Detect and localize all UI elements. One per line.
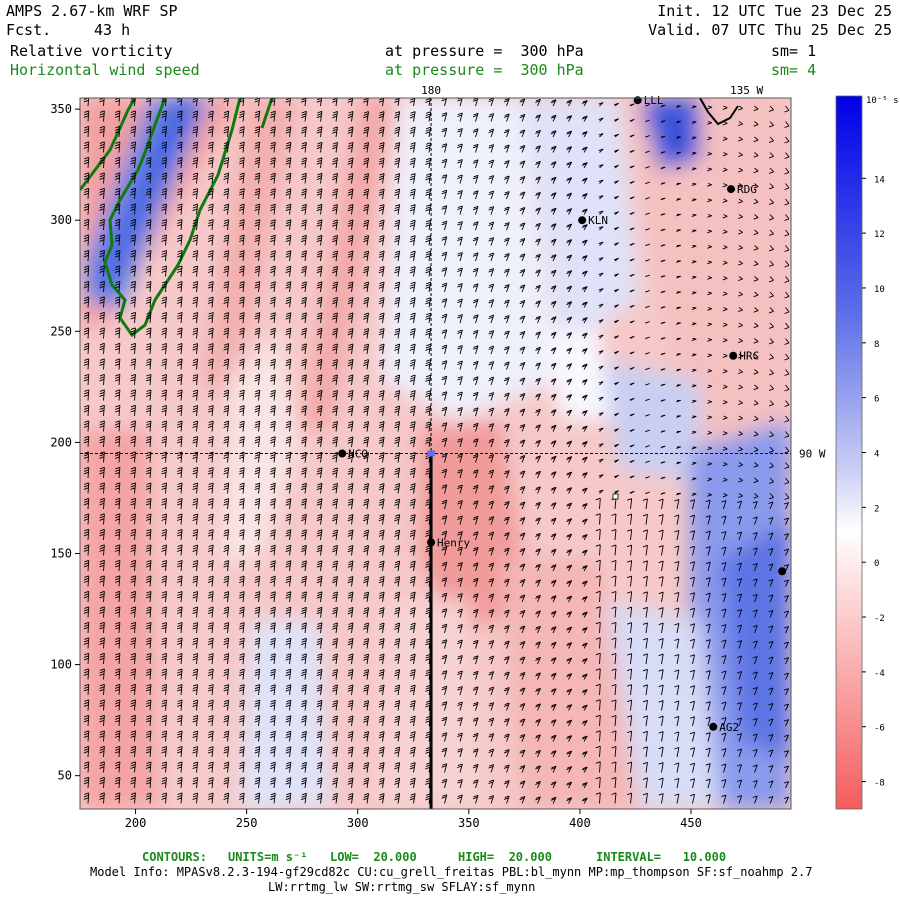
contours-low: LOW= 20.000 — [330, 850, 417, 864]
x-tick-label: 200 — [125, 816, 147, 830]
station-dot — [338, 449, 347, 458]
colorbar-tick-label: -2 — [874, 614, 885, 624]
plot-frame — [79, 97, 792, 810]
parallel-label: 90 W — [799, 448, 826, 461]
x-tick-label: 350 — [458, 816, 480, 830]
y-tick-label: 350 — [50, 102, 72, 116]
colorbar-tick-label: -8 — [874, 779, 885, 789]
field1-smoothing: sm= 1 — [771, 42, 817, 60]
small-marker — [612, 493, 619, 500]
station-label: AG2 — [719, 721, 739, 734]
y-tick-label: 200 — [50, 435, 72, 449]
y-tick-label: 300 — [50, 213, 72, 227]
colorbar-tick-label: 2 — [874, 504, 879, 514]
vorticity-shading — [80, 98, 791, 809]
meridian-label: 180 — [421, 84, 441, 97]
forecast-label: Fcst. — [6, 21, 52, 39]
station-dot — [727, 185, 736, 194]
x-tick-label: 300 — [347, 816, 369, 830]
station-label: NCO — [348, 448, 368, 461]
valid-time: Valid. 07 UTC Thu 25 Dec 25 — [648, 21, 892, 39]
contours-high: HIGH= 20.000 — [458, 850, 552, 864]
colorbar-tick-label: 6 — [874, 395, 879, 405]
colorbar-tick-label: 14 — [874, 175, 885, 185]
coastline — [699, 98, 739, 126]
colorbar — [835, 95, 863, 810]
init-time: Init. 12 UTC Tue 23 Dec 25 — [657, 2, 892, 20]
x-tick-label: 250 — [236, 816, 258, 830]
station-dot — [578, 216, 587, 225]
colorbar-tick-label: -6 — [874, 724, 885, 734]
colorbar-tick-label: -4 — [874, 669, 885, 679]
station-dot — [729, 351, 738, 360]
field2-smoothing: sm= 4 — [771, 61, 817, 79]
contours-units: UNITS=m s⁻¹ — [228, 850, 308, 864]
station-label: Henry — [437, 536, 470, 549]
station-dot — [709, 722, 718, 731]
meridian-label: 135 W — [730, 84, 763, 97]
field1-name: Relative vorticity — [10, 42, 173, 60]
forecast-hour: 43 h — [94, 21, 131, 39]
field1-level: at pressure = 300 hPa — [385, 42, 584, 60]
station-dot — [633, 96, 642, 105]
colorbar-unit: 10⁻⁵ s⁻¹ — [866, 96, 900, 106]
colorbar-tick-label: 12 — [874, 230, 885, 240]
model-physics: LW:rrtmg_lw SW:rrtmg_sw SFLAY:sf_mynn — [268, 880, 536, 894]
station-label: RDG — [737, 183, 757, 196]
x-tick-label: 400 — [569, 816, 591, 830]
station-dot — [778, 567, 787, 576]
colorbar-tick-label: 10 — [874, 285, 885, 295]
x-tick-label: 450 — [680, 816, 702, 830]
field2-level: at pressure = 300 hPa — [385, 61, 584, 79]
y-tick-label: 100 — [50, 658, 72, 672]
plot-area — [80, 98, 791, 809]
colorbar-tick-label: 8 — [874, 340, 879, 350]
wind-barbs — [83, 98, 790, 804]
contours-label: CONTOURS: — [142, 850, 208, 864]
station-dot — [427, 538, 436, 547]
model-info: Model Info: MPASv8.2.3-194-gf29cd82c CU:… — [90, 865, 813, 879]
station-label: KLN — [588, 214, 608, 227]
contours-interval: INTERVAL= 10.000 — [596, 850, 727, 864]
pole-marker — [427, 450, 436, 457]
y-tick-label: 150 — [50, 546, 72, 560]
field2-name: Horizontal wind speed — [10, 61, 200, 79]
station-label: HRC — [739, 350, 759, 363]
colorbar-tick-label: 4 — [874, 450, 879, 460]
station-label: LLL — [644, 94, 664, 107]
colorbar-tick-label: 0 — [874, 559, 879, 569]
y-tick-label: 50 — [58, 769, 72, 783]
y-tick-label: 250 — [50, 324, 72, 338]
model-title: AMPS 2.67-km WRF SP — [6, 2, 178, 20]
